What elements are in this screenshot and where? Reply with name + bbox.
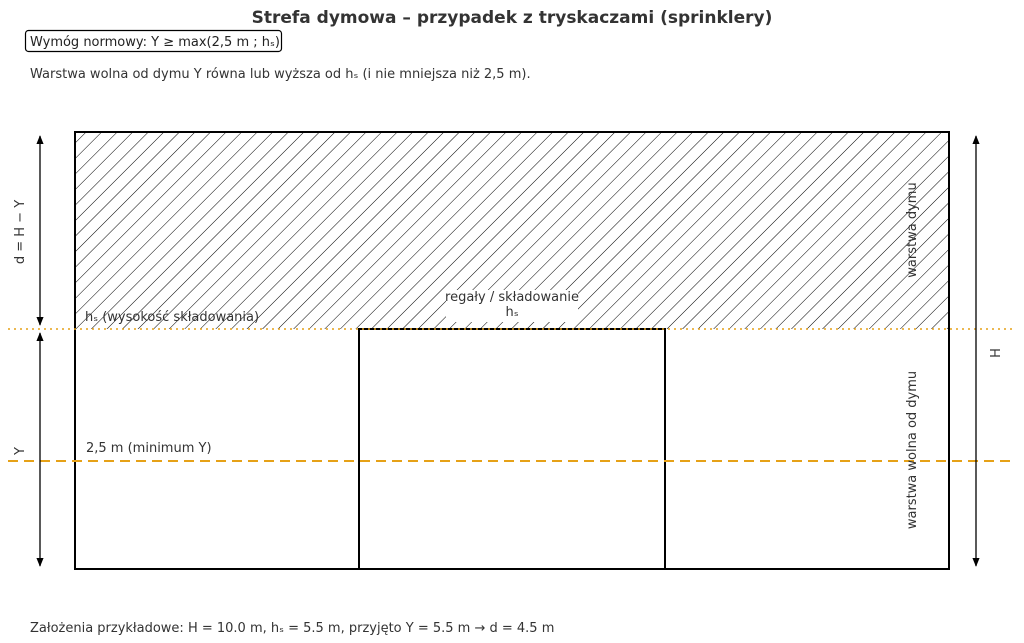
hs-line-label: hₛ (wysokość składowania) (85, 310, 259, 325)
storage-racks (358, 328, 666, 570)
smoke-free-layer-label: warstwa wolna od dymu (905, 371, 920, 529)
assumptions-footer: Założenia przykładowe: H = 10.0 m, hₛ = … (30, 621, 554, 636)
storage-label-line2: hₛ (505, 305, 518, 320)
dimension-h-label: H (989, 348, 1004, 358)
dimension-d-label: d = H − Y (13, 200, 28, 264)
diagram-title: Strefa dymowa – przypadek z tryskaczami … (252, 8, 773, 28)
storage-label-bg (446, 290, 578, 322)
subtitle: Warstwa wolna od dymu Y równa lub wyższa… (30, 67, 531, 82)
requirement-box (24, 29, 283, 53)
requirement-text: Wymóg normowy: Y ≥ max(2,5 m ; hₛ) (30, 35, 280, 50)
storage-label-line1: regały / składowanie (445, 290, 579, 305)
min-y-label: 2,5 m (minimum Y) (86, 441, 212, 456)
smoke-layer-label: warstwa dymu (905, 182, 920, 277)
dimension-y-label: Y (13, 447, 28, 456)
